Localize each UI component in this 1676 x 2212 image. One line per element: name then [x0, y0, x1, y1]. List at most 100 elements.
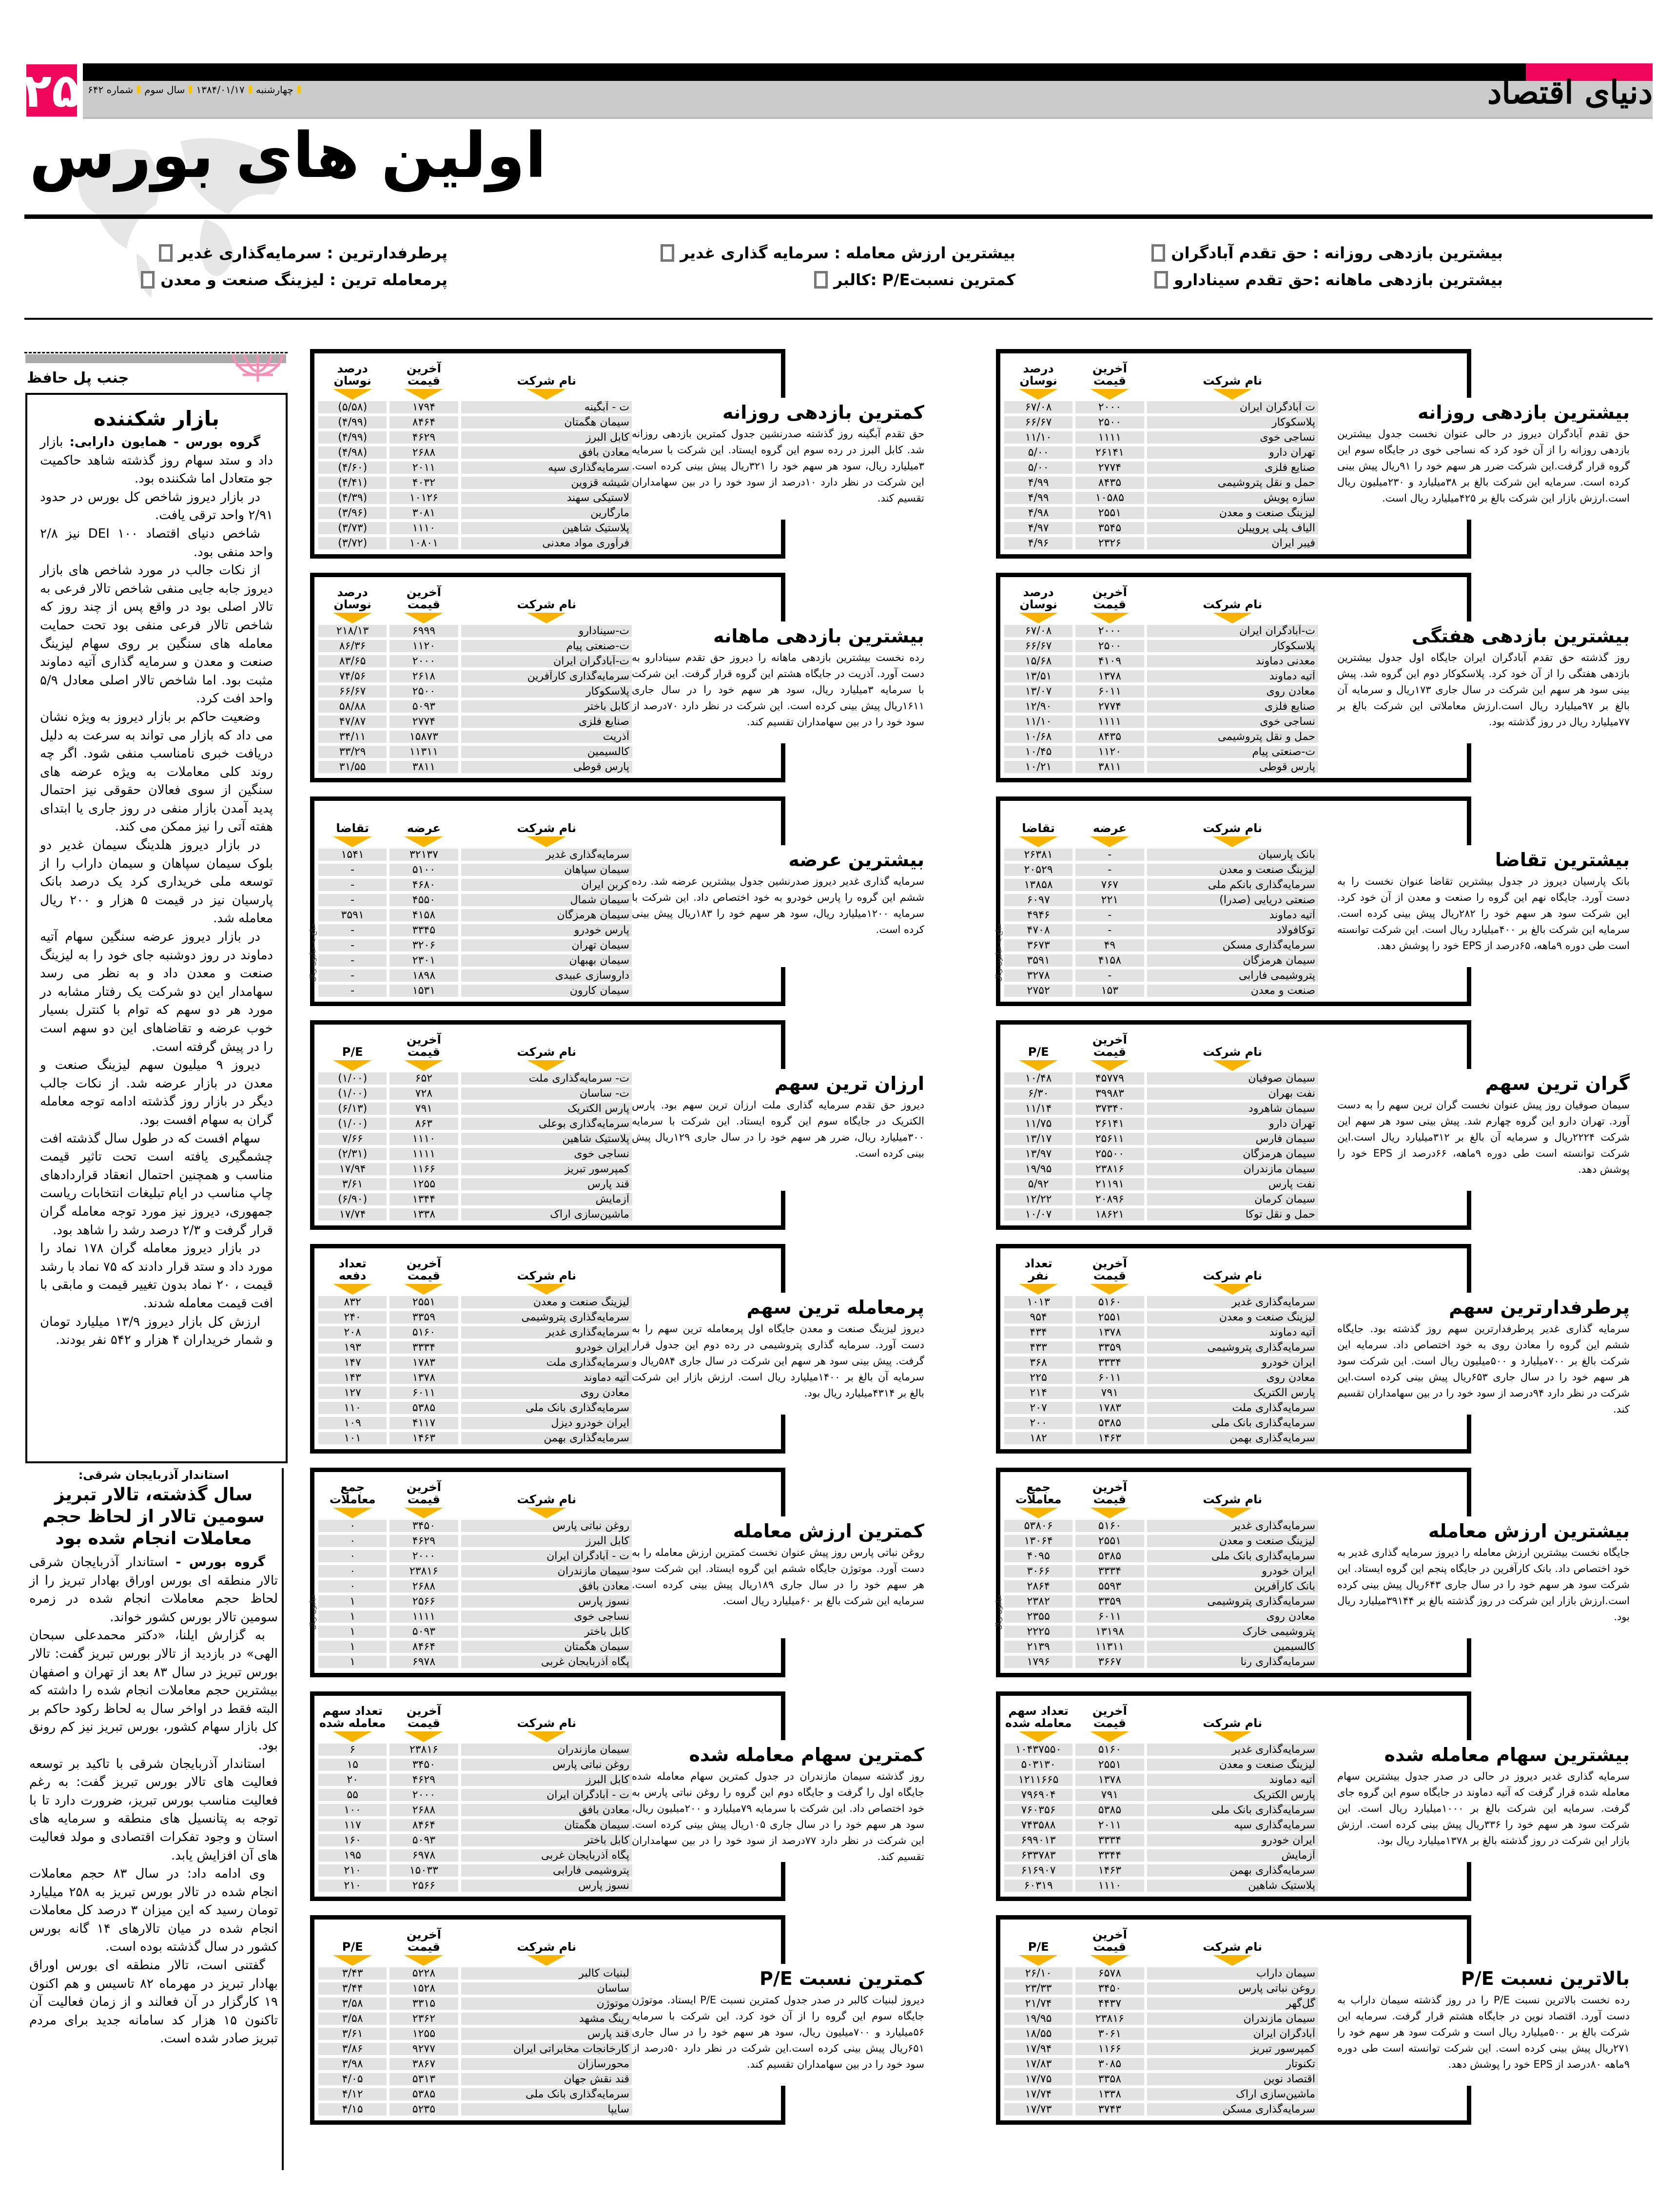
table-row: سرمایه‌گذاری پتروشیمی ۳۳۵۹ ۲۴۰ [317, 1310, 634, 1325]
table-row: سایپا ۵۲۳۵ ۴/۱۵ [317, 2102, 634, 2117]
company-name: کالسیمین [459, 744, 634, 759]
block-title: کمترین سهام معامله شده [689, 1744, 924, 1766]
table-header: نام شرکت عرضه تقاضا [317, 801, 634, 847]
column-header-label: P/E [342, 1940, 363, 1954]
company-name: ایران خودرو دیزل [459, 1416, 634, 1431]
value-cell: ۱۵۳۱ [388, 983, 460, 998]
table-row: روغن نباتی پارس ۳۴۵۰ ۰ [317, 1518, 634, 1533]
value-cell: ۸۴۳۵ [1074, 729, 1146, 744]
ranking-table: نام شرکت آخرین قیمت درصد نوسان ت-سینادارو ۶۹… [317, 578, 634, 775]
company-name: لیزینگ صنعت و معدن [459, 1295, 634, 1310]
dashed-divider [24, 352, 288, 353]
value-cell: ۲۰۰۰ [388, 1787, 460, 1803]
column-header: نام شرکت [460, 1025, 634, 1071]
triangle-down-icon [1213, 1284, 1252, 1295]
table-row: پگاه آذربایجان غربی ۶۹۷۸ ۱۹۵ [317, 1848, 634, 1863]
table-header: نام شرکت آخرین قیمت درصد نوسان [1003, 354, 1320, 400]
value-cell: ۱۹/۹۵ [1003, 1162, 1074, 1177]
table-row: موتوژن ۳۳۱۵ ۳/۵۸ [317, 1996, 634, 2011]
table-row: ت- ساسان ۷۲۸ (۱/۰۰) [317, 1086, 634, 1101]
table-row: سرمایه‌گذاری مسکن ۳۷۴۳ ۱۷/۷۳ [1003, 2102, 1320, 2117]
value-cell: ۶۳۳۷۸۳ [1003, 1848, 1074, 1863]
table-row: گل‌گهر ۴۴۳۷ ۲۱/۷۴ [1003, 1996, 1320, 2011]
column-header: تعداد سهم معامله شده [317, 1696, 388, 1742]
divider [24, 318, 1653, 320]
value-cell: ۵/۰۰ [1003, 445, 1074, 460]
value-cell: ۱۱/۱۴ [1003, 1101, 1074, 1116]
table-row: کربن ایران ۴۶۸۰- [317, 877, 634, 893]
value-cell: ۱۲۵۵ [388, 1177, 460, 1192]
table-row: ت-آبادگران ایران ۲۰۰۰ ۸۳/۶۵ [317, 654, 634, 669]
table-row: کابل البرز ۴۶۲۹ ۰ [317, 1533, 634, 1549]
column-header: P/E [1003, 1920, 1074, 1966]
table-row: نساجی خوی ۱۱۱۱ ۱۱/۱۰ [1003, 430, 1320, 445]
value-cell: ۵/۹۲ [1003, 1177, 1074, 1192]
value-cell: ۴۹ [1074, 938, 1146, 953]
value-cell: ۱۹/۹۵ [1003, 2011, 1074, 2026]
block-text: بیشترین ارزش معامله جایگاه نخست بیشترین ا… [1337, 1516, 1635, 1638]
triangle-down-icon [1213, 1060, 1252, 1071]
article-title: بازار شکننده [94, 407, 219, 430]
company-name: ت-آبادگران ایران [1145, 623, 1320, 639]
value-cell: ۴۳۴ [1003, 1325, 1074, 1340]
company-name: ماشین‌سازی اراک [1145, 2087, 1320, 2102]
value-cell: ۶۹۷۸ [388, 1848, 460, 1863]
value-cell: ۲۷۷۴ [388, 714, 460, 729]
table-row: پارس الکتریک ۷۹۱ (۶/۱۳) [317, 1101, 634, 1116]
company-name: صنایع فلزی [1145, 699, 1320, 714]
value-cell: ۳۸۱۱ [1074, 759, 1146, 775]
value-cell: ۱۸۹۸ [388, 968, 460, 983]
triangle-down-icon [1090, 389, 1130, 400]
triangle-down-icon [1090, 1731, 1130, 1742]
value-cell: - [317, 968, 389, 983]
value-cell: ۴۰۹۵ [1003, 1549, 1074, 1564]
company-name: کمپرسور تبریز [459, 1162, 634, 1177]
table-row: حمل و نقل پتروشیمی ۸۴۳۵ ۱۰/۶۸ [1003, 729, 1320, 744]
company-name: صنایع فلزی [459, 714, 634, 729]
block-text: بیشترین بازدهی روزانه حق تقدم آبادگران دی… [1337, 398, 1635, 520]
value-cell: ۴/۹۷ [1003, 521, 1074, 536]
table-row: بانک کارآفرین ۵۵۹۳ ۲۸۶۴ [1003, 1579, 1320, 1594]
company-name: پارس قوطی [1145, 759, 1320, 775]
company-name: قند پارس [459, 2026, 634, 2041]
summary-text: بیشترین ارزش معامله : سرمایه گذاری غدیر [680, 244, 1015, 262]
value-cell: ۱ [317, 1609, 389, 1624]
value-cell: ۲۶۸۸ [388, 1803, 460, 1818]
table-row: نفت پارس ۲۱۱۹۱ ۵/۹۲ [1003, 1177, 1320, 1192]
value-cell: ۱۷/۷۴ [317, 1207, 389, 1222]
triangle-down-icon [404, 613, 444, 623]
value-cell: ۳۳۳۴ [1074, 1355, 1146, 1370]
value-cell: ۷۶۷ [1074, 877, 1146, 893]
column-head-bar [25, 354, 286, 363]
value-cell: (۴/۹۸) [317, 445, 389, 460]
company-name: حمل و نقل پتروشیمی [1145, 729, 1320, 744]
table-row: سرمایه‌گذاری غدیر ۵۱۶۰ ۲۰۸ [317, 1325, 634, 1340]
table-row: سیمان تهران ۳۲۰۶- [317, 938, 634, 953]
company-name: آتیه دماوند [459, 1370, 634, 1385]
column-header-label: آخرین قیمت [406, 1032, 441, 1059]
table-row: لیزینگ صنعت و معدن ۲۵۵۱ ۸۳۲ [317, 1295, 634, 1310]
triangle-down-icon [1213, 1508, 1252, 1518]
value-cell: ۱۸۲ [1003, 1431, 1074, 1446]
value-cell: ۳۸۱۱ [388, 759, 460, 775]
company-name: سیمان بهبهان [459, 953, 634, 968]
company-name: رینگ مشهد [459, 2011, 634, 2026]
value-cell: ۲۳۸۲ [1003, 1594, 1074, 1609]
column-header: P/E [317, 1920, 388, 1966]
block-text: بیشترین تقاضا بانک پارسیان دیروز در جدول … [1337, 845, 1635, 967]
checkbox-icon [1154, 271, 1168, 289]
company-name: سرمایه‌گذاری غدیر [1145, 1295, 1320, 1310]
issue-number: شماره ۶۴۲ [88, 84, 134, 96]
ranking-block: میلیون ریال نام شرکت آخرین قیمت جمع معاملات… [994, 1468, 1635, 1677]
value-cell: ۲۵۵۱ [388, 1295, 460, 1310]
table-row: کمپرسور تبریز ۱۱۶۶ ۱۷/۹۴ [1003, 2041, 1320, 2057]
company-name: ایران خودرو [1145, 1564, 1320, 1579]
block-text: ارزان ترین سهم دیروز حق تقدم سرمایه گذاری… [632, 1069, 929, 1191]
summary-item: پرمعامله ترین : لیزینگ صنعت و معدن [141, 271, 448, 289]
table-row: سیمان مازندران ۲۳۸۱۶ ۱۹/۹۵ [1003, 1162, 1320, 1177]
column-header: نام شرکت [1146, 578, 1320, 623]
company-name: پگاه آذربایجان غربی [459, 1848, 634, 1863]
value-cell: ۳۳۳۴ [388, 1340, 460, 1355]
value-cell: ۷۹۱ [1074, 1385, 1146, 1400]
table-row: معادن روی ۶۰۱۱ ۲۲۵ [1003, 1370, 1320, 1385]
